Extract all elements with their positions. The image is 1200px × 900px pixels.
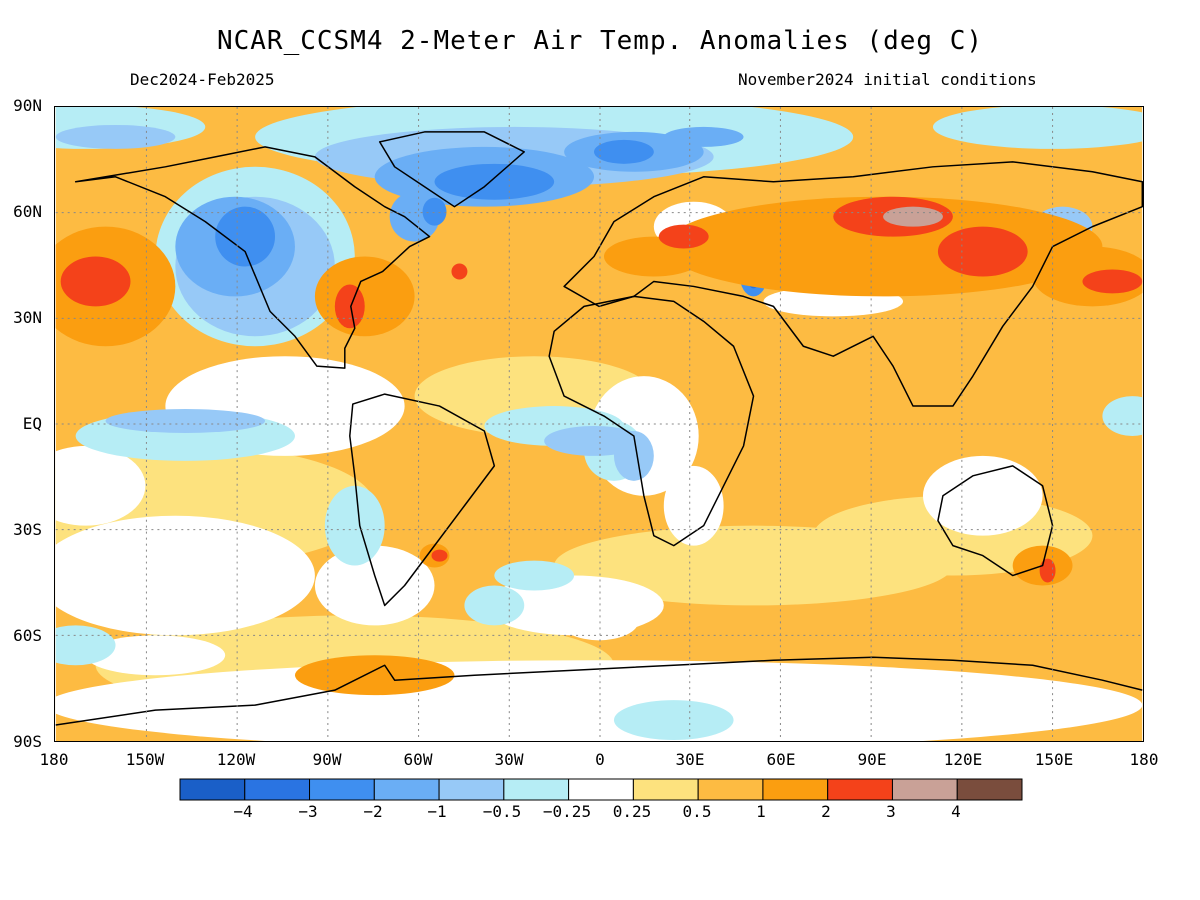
colorbar-label: −3 [298, 802, 318, 821]
lon-label-120e: 120E [943, 750, 983, 769]
north-america-coast [74, 146, 431, 369]
anomaly-field [55, 107, 1143, 741]
africa-coast [548, 295, 755, 547]
colorbar [179, 778, 1023, 801]
gridlines [55, 107, 1143, 741]
lon-label-150w: 150W [125, 750, 165, 769]
lat-label-60n: 60N [13, 202, 42, 221]
colorbar-cell [568, 778, 634, 801]
lon-label-180w: 180 [39, 750, 69, 769]
lon-label-0: 0 [595, 750, 605, 769]
greenland-coast [378, 131, 525, 208]
colorbar-cell [503, 778, 570, 801]
anomaly-map [54, 106, 1144, 742]
lon-label-30w: 30W [494, 750, 524, 769]
colorbar-cell [179, 778, 246, 801]
lon-label-60e: 60E [766, 750, 796, 769]
lon-label-60w: 60W [403, 750, 433, 769]
lat-label-90s: 90S [13, 732, 42, 751]
lon-label-90w: 90W [312, 750, 342, 769]
colorbar-label: 4 [951, 802, 961, 821]
colorbar-cell [956, 778, 1023, 801]
colorbar-cell [632, 778, 699, 801]
colorbar-label: 2 [821, 802, 831, 821]
lon-label-120w: 120W [216, 750, 256, 769]
colorbar-cell [762, 778, 829, 801]
colorbar-label: 0.25 [612, 802, 652, 821]
forecast-period: Dec2024-Feb2025 [130, 70, 275, 89]
colorbar-cell [827, 778, 893, 801]
europe-asia-coast [563, 161, 1143, 407]
coastlines [55, 131, 1143, 726]
lat-label-eq: EQ [22, 414, 42, 433]
colorbar-label: −4 [233, 802, 253, 821]
initial-conditions: November2024 initial conditions [738, 70, 1037, 89]
colorbar-label: 0.5 [682, 802, 712, 821]
south-america-coast [349, 393, 496, 607]
colorbar-cell [697, 778, 764, 801]
map-title: NCAR_CCSM4 2-Meter Air Temp. Anomalies (… [216, 26, 984, 56]
lon-label-150e: 150E [1034, 750, 1074, 769]
lon-label-90e: 90E [857, 750, 887, 769]
lat-label-30n: 30N [13, 308, 42, 327]
colorbar-cell [373, 778, 440, 801]
colorbar-cell [309, 778, 375, 801]
lat-label-90n: 90N [13, 96, 42, 115]
colorbar-cell [438, 778, 505, 801]
colorbar-label: −2 [363, 802, 383, 821]
lat-label-30s: 30S [13, 520, 42, 539]
antarctica-coast [55, 656, 1143, 726]
colorbar-label: −0.25 [542, 802, 592, 821]
colorbar-label: 3 [886, 802, 896, 821]
colorbar-label: −1 [427, 802, 447, 821]
colorbar-cell [891, 778, 958, 801]
australia-coast [937, 465, 1054, 577]
colorbar-label: 1 [756, 802, 766, 821]
lon-label-180e: 180 [1129, 750, 1159, 769]
lat-label-60s: 60S [13, 626, 42, 645]
colorbar-label: −0.5 [482, 802, 522, 821]
colorbar-cell [244, 778, 311, 801]
lon-label-30e: 30E [675, 750, 705, 769]
